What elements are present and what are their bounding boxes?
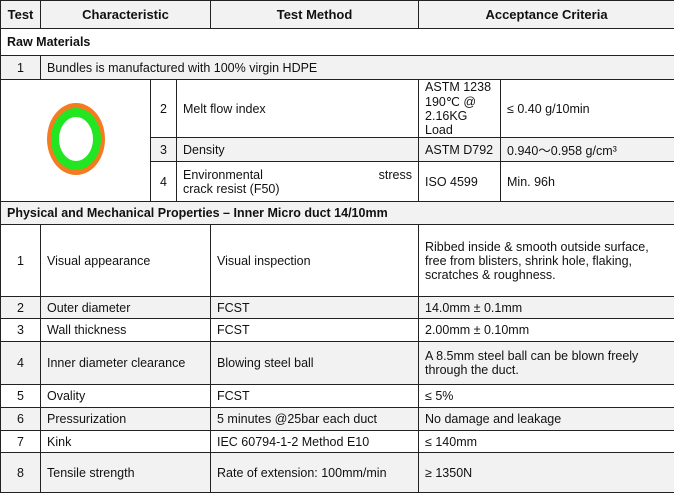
row-number: 6 [1, 408, 41, 431]
duct-image-cell [1, 80, 151, 202]
method: Rate of extension: 100mm/min [211, 453, 419, 493]
characteristic: Tensile strength [41, 453, 211, 493]
spec-table-physical: Physical and Mechanical Properties – Inn… [0, 201, 674, 493]
criteria: 0.940～0.958 g/cm³ [501, 138, 674, 162]
spec-table-top: Test Characteristic Test Method Acceptan… [0, 0, 674, 202]
criteria: No damage and leakage [419, 408, 674, 431]
criteria: ≤ 0.40 g/10min [501, 80, 674, 138]
row-number: 5 [1, 385, 41, 408]
criteria: Min. 96h [501, 162, 674, 202]
method: ASTM D792 [419, 138, 501, 162]
section-raw-materials: Raw Materials [1, 29, 674, 56]
characteristic: Density [177, 138, 419, 162]
characteristic: Inner diameter clearance [41, 342, 211, 385]
method: FCST [211, 385, 419, 408]
characteristic: Ovality [41, 385, 211, 408]
characteristic: Outer diameter [41, 297, 211, 319]
characteristic: Kink [41, 431, 211, 453]
method: Visual inspection [211, 225, 419, 297]
header-row: Test Characteristic Test Method Acceptan… [1, 1, 674, 29]
header-test: Test [1, 1, 41, 29]
header-characteristic: Characteristic [41, 1, 211, 29]
row-number: 7 [1, 431, 41, 453]
row-number: 1 [1, 225, 41, 297]
characteristic: Visual appearance [41, 225, 211, 297]
criteria: A 8.5mm steel ball can be blown freely t… [419, 342, 674, 385]
method: Blowing steel ball [211, 342, 419, 385]
row-number: 4 [1, 342, 41, 385]
header-criteria: Acceptance Criteria [419, 1, 674, 29]
criteria: ≤ 140mm [419, 431, 674, 453]
characteristic: Wall thickness [41, 319, 211, 342]
method: ISO 4599 [419, 162, 501, 202]
characteristic: Pressurization [41, 408, 211, 431]
row-number: 2 [1, 297, 41, 319]
table-row: 1 Bundles is manufactured with 100% virg… [1, 56, 674, 80]
criteria: ≥ 1350N [419, 453, 674, 493]
duct-cross-section-icon [36, 94, 116, 184]
method: FCST [211, 297, 419, 319]
section-physical: Physical and Mechanical Properties – Inn… [1, 202, 674, 225]
method: FCST [211, 319, 419, 342]
method: IEC 60794-1-2 Method E10 [211, 431, 419, 453]
criteria: 14.0mm ± 0.1mm [419, 297, 674, 319]
criteria: ≤ 5% [419, 385, 674, 408]
header-method: Test Method [211, 1, 419, 29]
criteria: Ribbed inside & smooth outside surface, … [419, 225, 674, 297]
row-number: 1 [1, 56, 41, 80]
method: 5 minutes @25bar each duct [211, 408, 419, 431]
characteristic: Melt flow index [177, 80, 419, 138]
row-number: 3 [1, 319, 41, 342]
row-number: 8 [1, 453, 41, 493]
row-number: 2 [151, 80, 177, 138]
row-number: 3 [151, 138, 177, 162]
criteria: 2.00mm ± 0.10mm [419, 319, 674, 342]
row-text: Bundles is manufactured with 100% virgin… [41, 56, 674, 80]
row-number: 4 [151, 162, 177, 202]
